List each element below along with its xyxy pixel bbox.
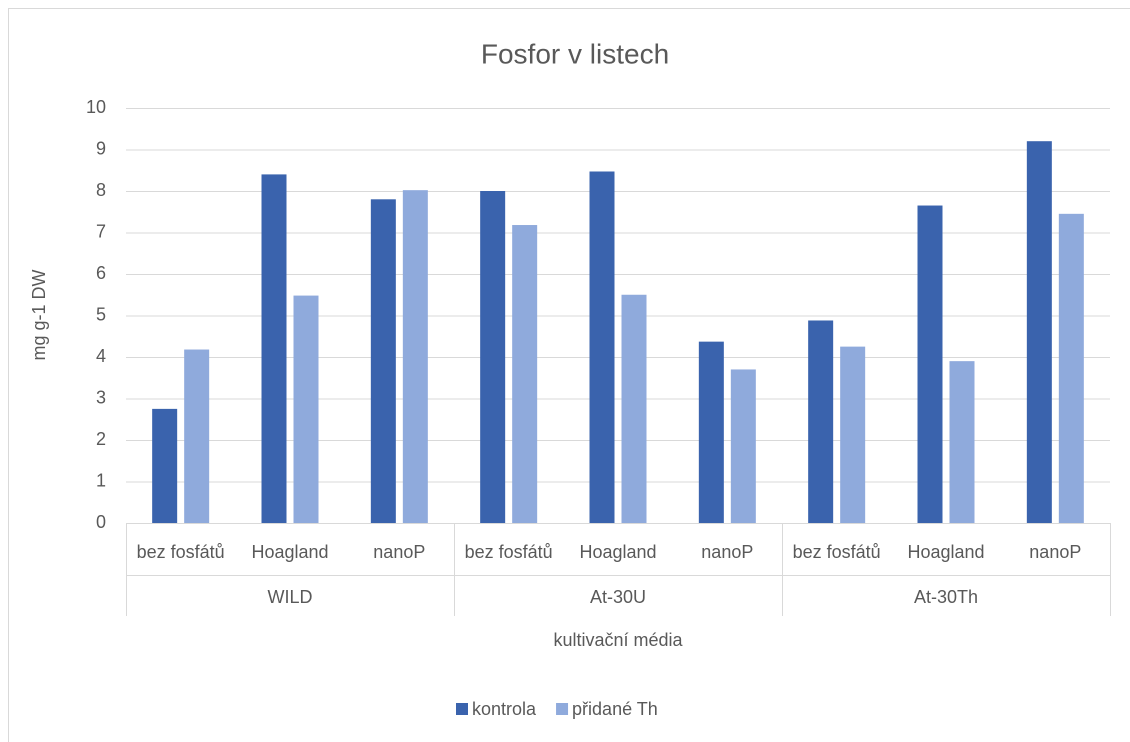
- y-tick-label: 9: [96, 138, 106, 158]
- group-label: At-30Th: [914, 587, 978, 607]
- legend-swatch: [456, 703, 468, 715]
- chart-border: [8, 8, 1130, 742]
- x-tick-label: nanoP: [1029, 542, 1081, 562]
- bar: [1058, 213, 1084, 523]
- x-axis-label: kultivační média: [553, 630, 683, 650]
- y-tick-label: 10: [86, 97, 106, 117]
- bar: [949, 361, 975, 523]
- x-tick-label: Hoagland: [907, 542, 984, 562]
- y-tick-label: 2: [96, 429, 106, 449]
- y-tick-label: 3: [96, 387, 106, 407]
- y-tick-label: 8: [96, 180, 106, 200]
- legend-label: přidané Th: [572, 699, 658, 719]
- y-tick-label: 5: [96, 304, 106, 324]
- x-tick-label: bez fosfátů: [793, 542, 881, 562]
- bar: [698, 341, 724, 523]
- bar: [1026, 141, 1052, 523]
- bar: [261, 174, 287, 523]
- bar: [184, 349, 210, 523]
- y-tick-label: 0: [96, 512, 106, 532]
- y-axis-label: mg g-1 DW: [29, 269, 49, 360]
- x-tick-label: bez fosfátů: [465, 542, 553, 562]
- x-tick-label: Hoagland: [251, 542, 328, 562]
- y-tick-label: 1: [96, 470, 106, 490]
- x-tick-label: bez fosfátů: [137, 542, 225, 562]
- bar: [293, 295, 319, 523]
- legend-swatch: [556, 703, 569, 715]
- group-label: WILD: [268, 587, 313, 607]
- bar: [152, 408, 178, 523]
- bar: [917, 205, 943, 523]
- legend-label: kontrola: [472, 699, 537, 719]
- chart-title: Fosfor v listech: [481, 38, 669, 69]
- group-label: At-30U: [590, 587, 646, 607]
- bar: [808, 320, 834, 523]
- bar: [840, 346, 866, 523]
- bar: [370, 199, 396, 524]
- y-tick-label: 7: [96, 221, 106, 241]
- y-tick-label: 4: [96, 346, 106, 366]
- bar: [402, 190, 428, 524]
- bar: [589, 171, 615, 523]
- x-tick-label: nanoP: [373, 542, 425, 562]
- bar: [621, 294, 647, 523]
- x-tick-label: nanoP: [701, 542, 753, 562]
- bar: [480, 191, 506, 523]
- bar: [512, 225, 538, 523]
- y-tick-label: 6: [96, 263, 106, 283]
- bar: [730, 369, 756, 523]
- x-tick-label: Hoagland: [579, 542, 656, 562]
